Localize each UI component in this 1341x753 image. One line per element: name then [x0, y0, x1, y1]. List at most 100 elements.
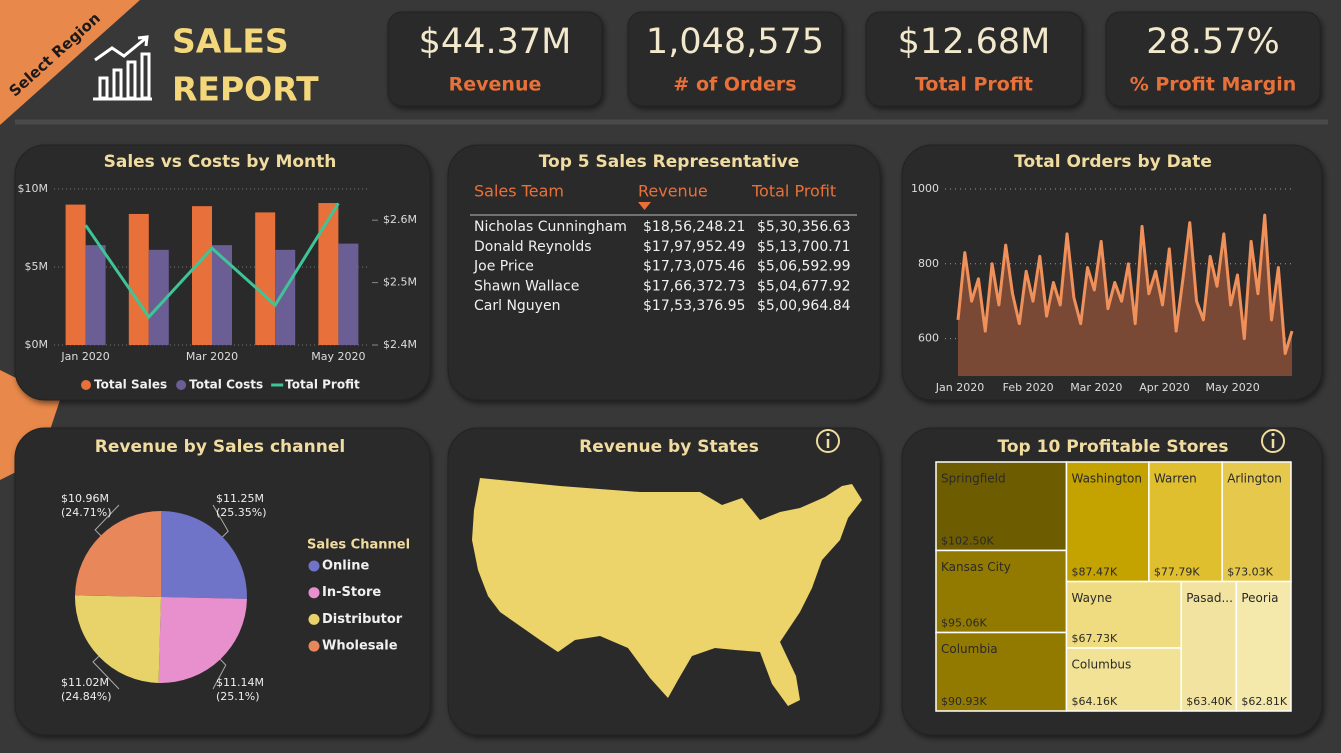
y-tick-label: 1000 [911, 182, 939, 195]
y2-tick-label: $2.4M [383, 338, 417, 351]
legend-swatch [308, 640, 320, 652]
leader-line [92, 656, 120, 690]
label-part: (24.84%) [61, 690, 112, 703]
treemap-cell [1065, 647, 1182, 712]
cell-value: $77.79K [1154, 566, 1200, 579]
column-header: Sales Team [474, 182, 564, 201]
cell-value: $63.40K [1186, 695, 1232, 708]
table-cell: $5,06,592.99 [757, 259, 851, 275]
treemap-cell [1148, 461, 1223, 583]
profit-line [84, 202, 340, 320]
cell-label: Columbia [941, 642, 998, 656]
kpi-label: % Profit Margin [1130, 74, 1297, 96]
bar [85, 245, 106, 345]
orders-area [958, 215, 1292, 376]
legend-label: Total Sales [94, 378, 167, 392]
data-label: $10.96M (24.71%) [61, 492, 112, 519]
table-cell: $5,30,356.63 [757, 219, 851, 235]
leader-line [94, 504, 120, 536]
region-badge[interactable] [0, 0, 140, 125]
bar [192, 206, 212, 345]
bar [255, 212, 276, 345]
table-cell: $17,97,952.49 [643, 239, 745, 255]
column-header: Revenue [638, 182, 708, 201]
bar [128, 213, 149, 345]
cell-value: $67.73K [1071, 632, 1117, 645]
treemap-cell [1235, 580, 1292, 712]
data-label: $11.14M (25.1%) [216, 676, 264, 703]
sort-indicator[interactable] [638, 202, 651, 210]
x-tick-label: May 2020 [311, 350, 365, 363]
table-title: Top 5 Sales Representative [539, 152, 800, 172]
kpi-card [865, 11, 1083, 107]
table-card [447, 144, 881, 401]
label-part: $10.96M [61, 492, 109, 505]
y2-tick-label: $2.6M [383, 213, 417, 226]
bar [275, 249, 296, 345]
leader-line [212, 504, 229, 538]
orders-line [956, 213, 1294, 356]
table-cell: Donald Reynolds [474, 239, 592, 255]
cell-value: $102.50K [941, 534, 994, 547]
kpi-label: Revenue [449, 74, 542, 96]
cell-label: Columbus [1071, 658, 1131, 672]
bar [65, 204, 86, 345]
chart-title: Total Orders by Date [1014, 152, 1212, 172]
cell-value: $95.06K [941, 617, 987, 630]
info-icon[interactable] [816, 429, 840, 453]
treemap-cell [1180, 580, 1238, 712]
bar [148, 249, 169, 345]
label-part: $11.02M [61, 676, 109, 689]
table-cell: $17,73,075.46 [643, 259, 746, 275]
kpi-card [1105, 11, 1321, 107]
cell-value: $62.81K [1241, 695, 1287, 708]
y-tick-label: $0M [25, 338, 49, 351]
cell-label: Wayne [1071, 591, 1112, 605]
chart-title: Sales vs Costs by Month [104, 152, 337, 172]
kpi-card [387, 11, 603, 107]
legend-label: Total Costs [189, 378, 263, 392]
kpi-card [627, 11, 843, 107]
cell-value: $90.93K [941, 695, 987, 708]
cell-label: Peoria [1241, 591, 1278, 605]
label-part: (24.71%) [61, 506, 112, 519]
table-cell: $5,13,700.71 [757, 239, 851, 255]
legend-title: Sales Channel [307, 538, 410, 553]
info-icon[interactable] [1261, 429, 1285, 453]
treemap-cell [935, 549, 1068, 634]
treemap-cell [1221, 461, 1292, 583]
label-part: $11.14M [216, 676, 264, 689]
report-title: REPORT [172, 70, 319, 109]
label-part: $11.25M [216, 492, 264, 505]
kpi-value: 28.57% [1146, 22, 1279, 62]
cell-label: Springfield [941, 472, 1006, 486]
label-part: (25.35%) [216, 506, 267, 519]
y-tick-label: $10M [18, 182, 49, 195]
bar [318, 203, 339, 345]
table-cell: $17,53,376.95 [643, 298, 745, 314]
legend-label: Total Profit [285, 378, 360, 392]
x-tick-label: Jan 2020 [60, 350, 109, 363]
x-tick-label: Feb 2020 [1003, 381, 1054, 394]
cell-value: $87.47K [1071, 566, 1117, 579]
legend-swatch [176, 380, 187, 390]
kpi-value: $44.37M [419, 22, 572, 62]
pie-slice [158, 597, 247, 684]
table-cell: Shawn Wallace [474, 278, 579, 294]
chart-icon [93, 35, 152, 101]
label-part: (25.1%) [216, 690, 260, 703]
treemap-cell [1065, 461, 1150, 583]
cell-value: $73.03K [1227, 566, 1273, 579]
column-header: Total Profit [751, 182, 836, 201]
chart-title: Revenue by Sales channel [95, 437, 345, 457]
us-map[interactable] [472, 478, 862, 706]
legend-swatch [308, 613, 320, 625]
kpi-label: # of Orders [673, 74, 796, 96]
legend-label: Wholesale [322, 639, 398, 654]
cell-value: $64.16K [1071, 695, 1117, 708]
pie-slice [161, 511, 247, 599]
x-tick-label: May 2020 [1206, 381, 1260, 394]
x-tick-label: Mar 2020 [1070, 381, 1122, 394]
legend-label: Online [322, 559, 369, 574]
